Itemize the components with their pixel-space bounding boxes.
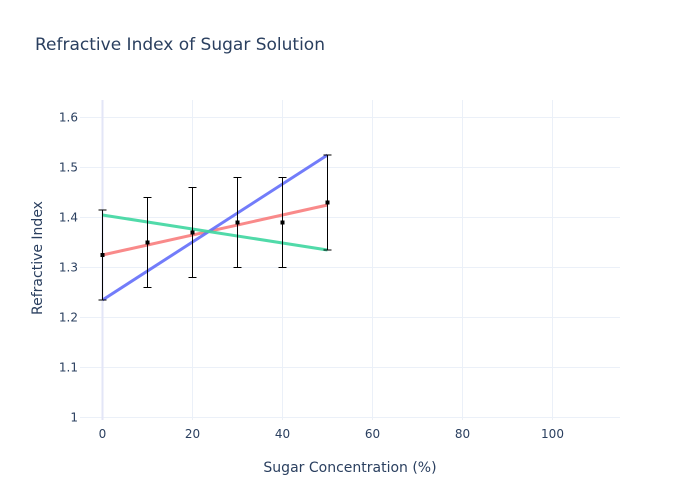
chart-title: Refractive Index of Sugar Solution [35,35,325,55]
fit-line [102,203,328,257]
data-point [145,240,150,245]
data-point [235,220,240,225]
y-tick-label: 1.4 [59,211,78,225]
x-tick-label: 40 [275,427,290,441]
y-tick-label: 1 [70,411,78,425]
x-tick-label: 100 [541,427,564,441]
x-tick-label: 80 [455,427,470,441]
data-point [280,220,285,225]
x-tick-label: 20 [185,427,200,441]
y-tick-label: 1.5 [59,161,78,175]
data-point [325,200,330,205]
data-point [100,253,105,257]
grid [80,100,620,420]
fit-line [102,213,328,252]
y-tick-label: 1.3 [59,261,78,275]
x-axis-title: Sugar Concentration (%) [263,460,436,476]
y-tick-label: 1.1 [59,361,78,375]
y-tick-label: 1.2 [59,311,78,325]
tick-labels: 1 1.1 1.2 1.3 1.4 1.5 1.6 0 20 40 60 80 100 [59,111,564,442]
data-point [190,230,195,235]
y-axis-title: Refractive Index [30,201,46,315]
plot-area [98,153,332,302]
y-tick-label: 1.6 [59,111,78,125]
fit-line [101,153,329,302]
x-tick-label: 0 [99,427,107,441]
x-tick-label: 60 [365,427,380,441]
